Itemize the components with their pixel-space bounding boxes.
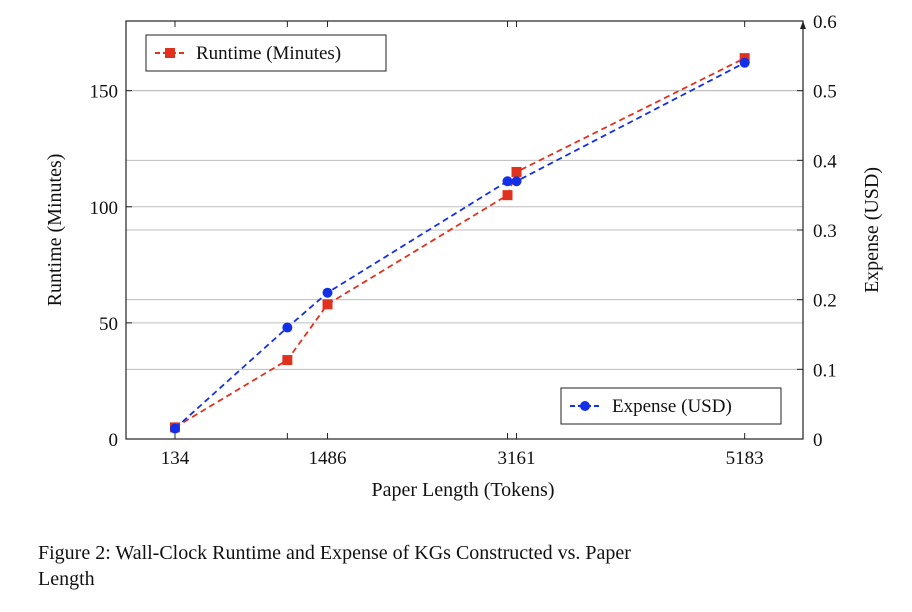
caption-line-1: Figure 2: Wall-Clock Runtime and Expense… [38,542,631,564]
expense-point-5 [739,57,750,68]
expense-point-0 [169,423,180,434]
y-right-axis-label: Expense (USD) [861,167,883,293]
y-right-axis-ticks: 0 0.1 0.2 0.3 0.4 0.5 0.6 [797,12,837,451]
y-left-tick-label-3: 150 [90,82,119,103]
expense-point-1 [282,322,293,333]
y-right-tick-label-1: 0.1 [813,360,837,381]
y-right-tick-label-3: 0.3 [813,221,837,242]
expense-point-3 [502,176,513,187]
caption-line-2: Length [38,568,95,590]
series-line-1 [174,62,746,430]
legend-runtime-marker [165,48,175,58]
x-tick-label-2: 3161 [498,448,536,469]
legend-runtime-label: Runtime (Minutes) [196,43,341,64]
x-axis-label: Paper Length (Tokens) [372,479,555,501]
y-left-tick-label-0: 0 [109,430,119,451]
y-left-tick-label-2: 100 [90,198,119,219]
expense-point-2 [322,287,333,298]
legend-expense: Expense (USD) [560,387,782,425]
y-right-tick-label-4: 0.4 [813,151,837,172]
series-group [169,53,750,434]
x-tick-label-3: 5183 [726,448,764,469]
x-tick-label-0: 134 [161,448,190,469]
series-line-0 [174,57,746,429]
x-tick-label-1: 1486 [309,448,347,469]
runtime-point-3 [502,190,513,201]
expense-point-4 [511,176,522,187]
y-left-axis-label: Runtime (Minutes) [44,154,66,307]
right-axis-arrow [800,21,806,29]
y-left-tick-label-1: 50 [99,314,118,335]
legend-expense-label: Expense (USD) [612,396,732,417]
figure-caption: Figure 2: Wall-Clock Runtime and Expense… [38,540,838,592]
y-right-tick-label-0: 0 [813,430,823,451]
y-left-axis-ticks: 0 50 100 150 [90,82,132,451]
legend-runtime: Runtime (Minutes) [145,34,387,72]
y-right-tick-label-6: 0.6 [813,12,837,33]
grid-lines [126,90,803,370]
runtime-point-1 [282,355,293,366]
x-axis-ticks: 134 1486 3161 5183 [161,21,764,469]
y-right-tick-label-5: 0.5 [813,82,837,103]
legend-expense-marker [580,401,590,411]
runtime-point-4 [511,166,522,177]
y-right-tick-label-2: 0.2 [813,291,837,312]
runtime-point-2 [322,299,333,310]
